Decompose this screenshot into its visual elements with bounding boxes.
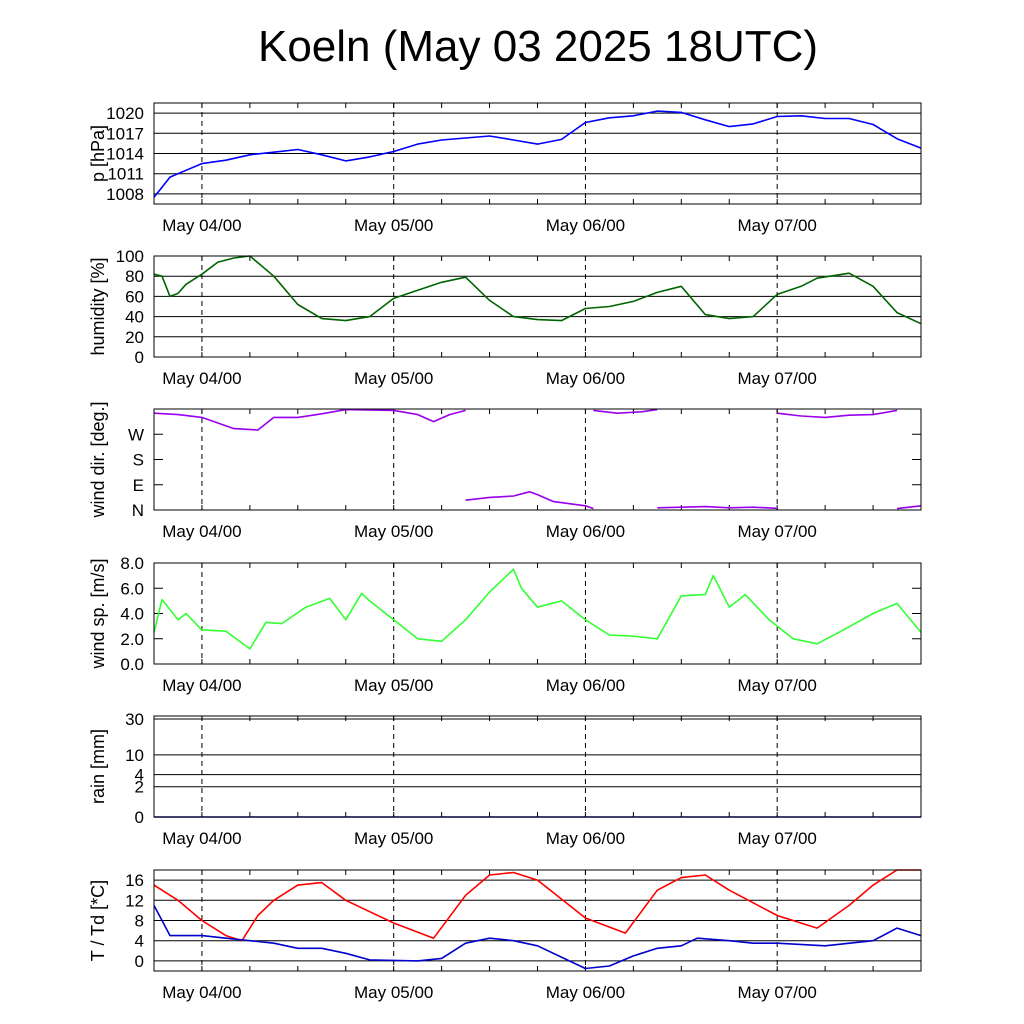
- rain-ytick-label: 4: [135, 766, 144, 785]
- rain-xtick-label: May 05/00: [354, 829, 433, 848]
- pressure-ytick-label: 1020: [106, 104, 144, 123]
- temperature_dewpoint-series-line: [153, 905, 922, 970]
- temperature_dewpoint-series-line: [153, 869, 921, 942]
- wind_speed-ytick-label: 8.0: [120, 554, 144, 573]
- wind_direction-xtick-label: May 06/00: [546, 522, 625, 541]
- temperature_dewpoint-xtick-label: May 04/00: [162, 983, 241, 1002]
- wind_direction-frame: [153, 408, 922, 511]
- temperature_dewpoint-ytick-label: 12: [125, 891, 144, 910]
- pressure-ytick-label: 1008: [106, 185, 144, 204]
- temperature_dewpoint-xtick-label: May 07/00: [737, 983, 816, 1002]
- humidity-xtick-label: May 04/00: [162, 369, 241, 388]
- pressure-ytick-label: 1017: [106, 124, 144, 143]
- pressure-xtick-label: May 06/00: [546, 216, 625, 235]
- wind_direction-series-line: [465, 490, 594, 510]
- pressure-ytick-label: 1011: [107, 165, 144, 184]
- wind_speed-ytick-label: 2.0: [120, 630, 144, 649]
- rain-axis-label: rain [mm]: [88, 729, 108, 804]
- rain-xtick-label: May 07/00: [737, 829, 816, 848]
- wind_direction-ytick-label: N: [132, 501, 144, 520]
- pressure-axis-label: p [hPa]: [88, 125, 108, 182]
- pressure-series-line: [153, 110, 922, 198]
- wind_direction-series-line: [777, 409, 898, 419]
- wind_direction-series-line: [593, 408, 658, 415]
- temperature_dewpoint-xtick-label: May 06/00: [546, 983, 625, 1002]
- wind_speed-xtick-label: May 07/00: [737, 676, 816, 695]
- rain-ytick-label: 10: [125, 746, 144, 765]
- wind_speed-xtick-label: May 05/00: [354, 676, 433, 695]
- pressure-xtick-label: May 05/00: [354, 216, 433, 235]
- temperature_dewpoint-axis-label: T / Td [*C]: [88, 880, 108, 961]
- temperature_dewpoint-ytick-label: 16: [125, 871, 144, 890]
- chart-title: Koeln (May 03 2025 18UTC): [257, 22, 819, 71]
- wind_speed-ytick-label: 6.0: [120, 579, 144, 598]
- humidity-ytick-label: 100: [116, 247, 144, 266]
- wind_direction-xtick-label: May 04/00: [162, 522, 241, 541]
- wind_direction-xtick-label: May 05/00: [354, 522, 433, 541]
- temperature_dewpoint-ytick-label: 0: [135, 952, 144, 971]
- wind_direction-series-line: [153, 408, 466, 431]
- humidity-ytick-label: 40: [125, 308, 144, 327]
- humidity-ytick-label: 80: [125, 267, 144, 286]
- wind_direction-ytick-label: E: [133, 476, 144, 495]
- humidity-axis-label: humidity [%]: [88, 257, 108, 355]
- wind_speed-ytick-label: 0.0: [120, 655, 144, 674]
- humidity-xtick-label: May 05/00: [354, 369, 433, 388]
- rain-xtick-label: May 06/00: [546, 829, 625, 848]
- humidity-frame: [153, 255, 922, 358]
- wind_speed-xtick-label: May 04/00: [162, 676, 241, 695]
- wind_speed-series-line: [153, 568, 922, 650]
- rain-ytick-label: 30: [125, 710, 144, 729]
- pressure-ytick-label: 1014: [106, 145, 144, 164]
- rain-xtick-label: May 04/00: [162, 829, 241, 848]
- wind_direction-axis-label: wind dir. [deg.]: [88, 401, 108, 518]
- wind_direction-ytick-label: W: [128, 425, 144, 444]
- humidity-ytick-label: 20: [125, 328, 144, 347]
- temperature_dewpoint-ytick-label: 8: [135, 912, 144, 931]
- humidity-xtick-label: May 06/00: [546, 369, 625, 388]
- humidity-series-line: [153, 255, 922, 325]
- wind_speed-xtick-label: May 06/00: [546, 676, 625, 695]
- wind_speed-axis-label: wind sp. [m/s]: [88, 558, 108, 669]
- humidity-ytick-label: 0: [135, 348, 144, 367]
- temperature_dewpoint-ytick-label: 4: [135, 932, 144, 951]
- rain-ytick-label: 0: [135, 808, 144, 827]
- wind_direction-ytick-label: S: [133, 451, 144, 470]
- humidity-xtick-label: May 07/00: [737, 369, 816, 388]
- rain-frame: [153, 715, 922, 818]
- rain-ytick-label: 2: [135, 778, 144, 797]
- wind_speed-frame: [153, 562, 922, 665]
- pressure-xtick-label: May 07/00: [737, 216, 816, 235]
- pressure-xtick-label: May 04/00: [162, 216, 241, 235]
- pressure-frame: [153, 102, 922, 205]
- temperature_dewpoint-xtick-label: May 05/00: [354, 983, 433, 1002]
- temperature_dewpoint-frame: [153, 869, 922, 972]
- humidity-ytick-label: 60: [125, 287, 144, 306]
- wind_direction-xtick-label: May 07/00: [737, 522, 816, 541]
- wind_direction-series-line: [896, 505, 922, 510]
- wind_direction-series-line: [657, 505, 778, 510]
- wind_speed-ytick-label: 4.0: [120, 605, 144, 624]
